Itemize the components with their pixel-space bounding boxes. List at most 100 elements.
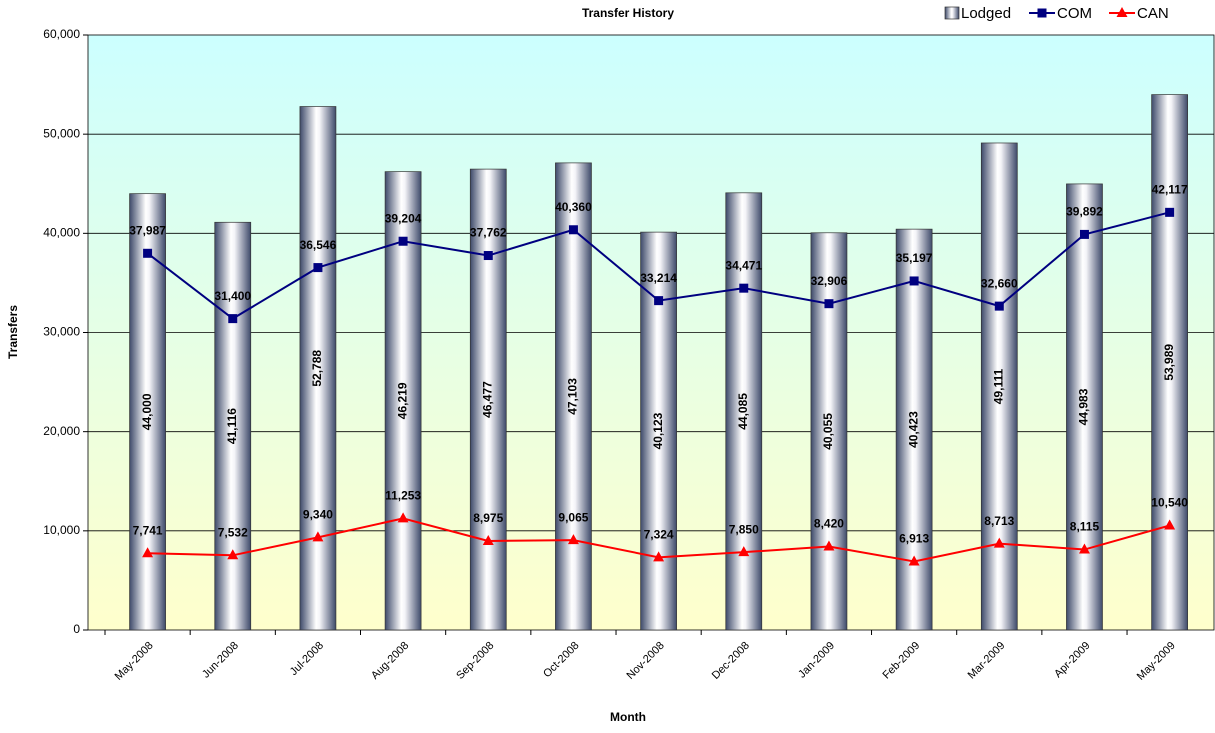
x-tick-label: Jun-2008 bbox=[200, 640, 241, 681]
x-axis-label: Month bbox=[610, 710, 646, 724]
line-value-label: 31,400 bbox=[214, 289, 251, 303]
line-marker bbox=[1037, 8, 1047, 18]
legend-label: Lodged bbox=[961, 5, 1011, 22]
line-value-label: 8,713 bbox=[984, 514, 1014, 528]
line-value-label: 37,762 bbox=[470, 226, 507, 240]
bar-value-label: 40,055 bbox=[821, 413, 835, 450]
line-marker bbox=[1079, 229, 1089, 239]
line-marker bbox=[568, 225, 578, 235]
bar bbox=[214, 221, 252, 631]
line-marker bbox=[312, 531, 324, 542]
x-tick-label: Nov-2008 bbox=[625, 640, 667, 682]
line-value-label: 7,532 bbox=[218, 525, 248, 539]
line-marker bbox=[143, 248, 153, 258]
line-value-label: 9,065 bbox=[558, 510, 588, 524]
bar-value-label: 41,116 bbox=[225, 408, 239, 444]
y-tick-label: 30,000 bbox=[43, 325, 80, 339]
bar-value-label: 46,477 bbox=[480, 381, 494, 418]
line-marker bbox=[227, 549, 239, 560]
line-marker bbox=[823, 540, 835, 551]
bar bbox=[725, 192, 763, 631]
line-marker bbox=[739, 283, 749, 293]
bar-value-label: 52,788 bbox=[310, 350, 324, 387]
bar-value-label: 44,000 bbox=[140, 393, 154, 430]
x-tick-label: Oct-2008 bbox=[541, 640, 581, 680]
line-value-label: 32,660 bbox=[981, 276, 1018, 290]
bar-value-label: 40,423 bbox=[906, 411, 920, 448]
line-marker bbox=[993, 537, 1005, 548]
chart-title: Transfer History bbox=[582, 6, 674, 20]
bar-value-label: 40,123 bbox=[651, 412, 665, 449]
line-marker bbox=[228, 314, 238, 324]
x-tick-label: Mar-2009 bbox=[966, 640, 1008, 682]
line-marker bbox=[908, 555, 920, 566]
x-tick-label: May-2008 bbox=[113, 640, 156, 683]
bar-value-label: 47,103 bbox=[566, 378, 580, 415]
line-marker bbox=[994, 301, 1004, 311]
bar-value-label: 53,989 bbox=[1162, 344, 1176, 381]
line-marker bbox=[1164, 519, 1176, 530]
line-value-label: 36,546 bbox=[300, 238, 337, 252]
x-tick-label: Feb-2009 bbox=[881, 640, 923, 682]
bar bbox=[299, 106, 337, 631]
x-tick-label: Aug-2008 bbox=[369, 640, 411, 682]
line-marker bbox=[1116, 7, 1128, 17]
line-marker bbox=[824, 299, 834, 309]
line-marker bbox=[483, 251, 493, 261]
line-marker bbox=[482, 534, 494, 545]
line-marker bbox=[654, 296, 664, 306]
line-value-label: 7,850 bbox=[729, 522, 759, 536]
legend-label: CAN bbox=[1137, 5, 1169, 22]
line-value-label: 35,197 bbox=[896, 251, 933, 265]
bar bbox=[1151, 94, 1188, 631]
bar bbox=[469, 168, 507, 631]
y-tick-label: 10,000 bbox=[43, 523, 80, 537]
line-marker bbox=[398, 236, 408, 246]
y-tick-label: 0 bbox=[73, 622, 80, 636]
line-value-label: 7,741 bbox=[133, 523, 163, 537]
line-value-label: 40,360 bbox=[555, 200, 592, 214]
bar bbox=[980, 142, 1018, 631]
line-value-label: 7,324 bbox=[644, 528, 674, 542]
line-marker bbox=[738, 546, 750, 557]
line-marker bbox=[567, 534, 579, 545]
line-value-label: 11,253 bbox=[385, 489, 421, 503]
x-tick-label: Apr-2009 bbox=[1052, 640, 1092, 680]
line-value-label: 42,117 bbox=[1152, 183, 1188, 197]
x-tick-label: Dec-2008 bbox=[710, 640, 752, 682]
line-value-label: 8,115 bbox=[1070, 520, 1100, 534]
line-value-label: 6,913 bbox=[899, 532, 929, 546]
y-axis-label: Transfers bbox=[6, 305, 20, 359]
x-tick-label: Jul-2008 bbox=[288, 640, 326, 678]
line-marker bbox=[313, 263, 323, 273]
bar bbox=[810, 232, 848, 631]
x-tick-label: Jan-2009 bbox=[796, 640, 837, 681]
line-value-label: 39,204 bbox=[385, 211, 422, 225]
line-marker bbox=[397, 512, 409, 523]
legend-swatch bbox=[944, 6, 960, 20]
line-marker bbox=[653, 551, 665, 562]
line-value-label: 32,906 bbox=[811, 274, 848, 288]
bar bbox=[129, 193, 166, 631]
line-value-label: 37,987 bbox=[129, 223, 166, 237]
bar-value-label: 46,219 bbox=[395, 382, 409, 419]
bar bbox=[384, 171, 422, 631]
bar-value-label: 44,085 bbox=[736, 393, 750, 430]
line-marker bbox=[909, 276, 919, 286]
y-tick-label: 20,000 bbox=[43, 424, 80, 438]
line-value-label: 34,471 bbox=[725, 258, 762, 272]
bar bbox=[1066, 183, 1103, 631]
line-value-label: 8,975 bbox=[473, 511, 503, 525]
line-marker bbox=[142, 547, 154, 558]
line-value-label: 8,420 bbox=[814, 517, 844, 531]
x-tick-label: May-2009 bbox=[1135, 640, 1178, 683]
line-marker bbox=[1165, 207, 1175, 217]
legend-label: COM bbox=[1057, 5, 1092, 22]
y-tick-label: 40,000 bbox=[43, 226, 80, 240]
y-tick-label: 50,000 bbox=[43, 126, 80, 140]
x-tick-label: Sep-2008 bbox=[454, 640, 496, 682]
line-value-label: 39,892 bbox=[1066, 205, 1103, 219]
line-value-label: 10,540 bbox=[1151, 496, 1188, 510]
line-marker bbox=[1078, 543, 1090, 554]
